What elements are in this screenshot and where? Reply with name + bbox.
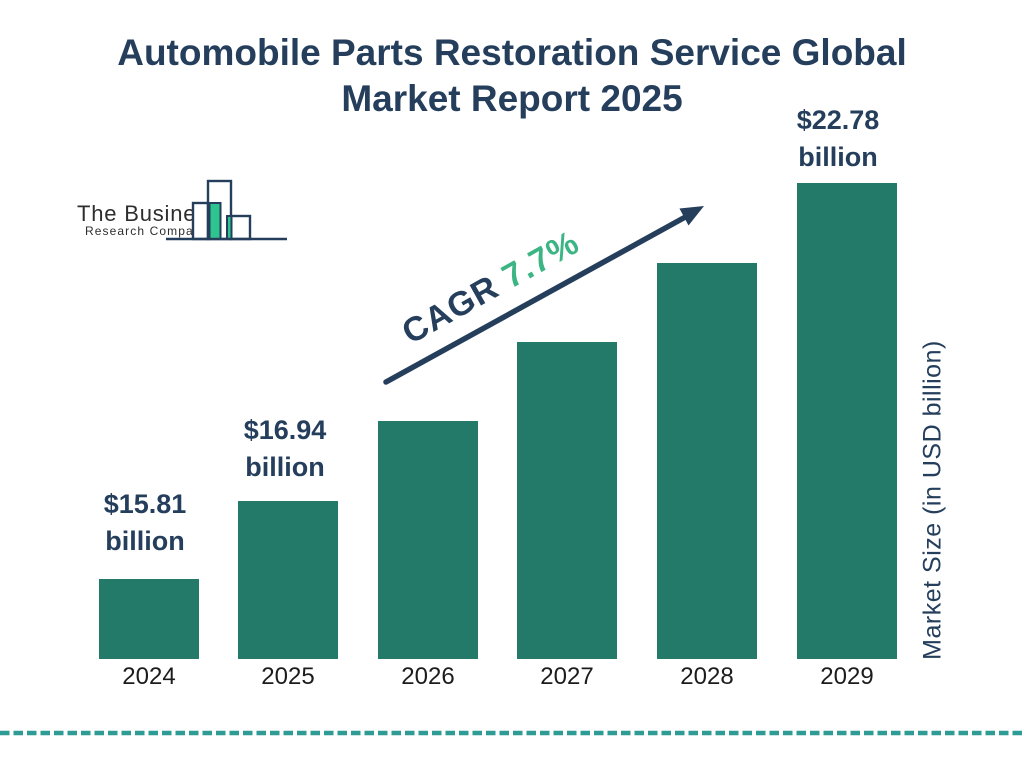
x-axis-label-2026: 2026 — [401, 663, 455, 690]
bar-2025 — [238, 501, 338, 659]
logo-company-subname: Research Company — [85, 224, 209, 238]
bar-2027 — [517, 342, 617, 659]
logo-bar-chart-icon — [166, 179, 287, 241]
x-axis-label-2024: 2024 — [122, 663, 176, 690]
bar-2026 — [378, 421, 478, 659]
value-label-2024: $15.81 billion — [103, 489, 187, 556]
cagr-annotation: CAGR 7.7% — [396, 223, 586, 352]
cagr-percentage: 7.7% — [496, 223, 586, 297]
value-label-2025: $16.94 billion — [243, 415, 327, 482]
y-axis-label: Market Size (in USD billion) — [918, 340, 947, 660]
x-axis-label-2027: 2027 — [540, 663, 594, 690]
page-title: Automobile Parts Restoration Service Glo… — [0, 30, 1024, 122]
bar-2029 — [797, 183, 897, 659]
x-axis-label-2025: 2025 — [261, 663, 315, 690]
page-title-line2: Market Report 2025 — [341, 78, 683, 119]
x-axis-label-2029: 2029 — [820, 663, 874, 690]
page-title-line1: Automobile Parts Restoration Service Glo… — [117, 32, 907, 73]
x-axis-label-2028: 2028 — [680, 663, 734, 690]
value-label-2029: $22.78 billion — [796, 105, 880, 172]
cagr-label: CAGR — [395, 262, 515, 352]
bar-2024 — [99, 579, 199, 659]
bar-2028 — [657, 263, 757, 659]
